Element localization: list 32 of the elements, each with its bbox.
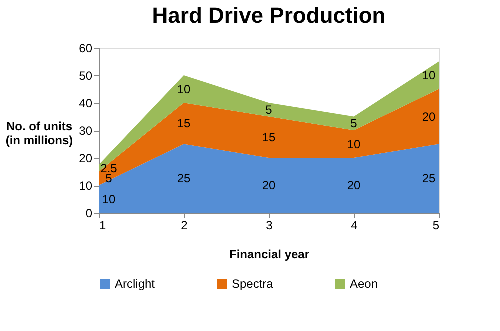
- y-tick-label: 0: [86, 206, 93, 220]
- legend-label: Aeon: [350, 277, 378, 291]
- y-tick-label: 40: [79, 96, 93, 110]
- data-label: 2.5: [100, 161, 118, 176]
- data-label: 10: [422, 68, 436, 82]
- data-label: 25: [177, 172, 191, 186]
- x-tick-label: 5: [432, 218, 440, 232]
- data-label: 10: [177, 82, 191, 96]
- x-tick-label: 3: [266, 218, 274, 232]
- x-tick-label: 2: [181, 218, 188, 232]
- data-label: 20: [422, 110, 436, 124]
- data-label: 5: [266, 102, 273, 117]
- data-label: 25: [422, 172, 436, 186]
- data-label: 10: [347, 137, 361, 152]
- y-tick-label: 60: [79, 42, 93, 56]
- y-axis-title: No. of units (in millions): [6, 120, 74, 148]
- chart-title: Hard Drive Production: [152, 3, 386, 28]
- data-label: 20: [262, 178, 276, 192]
- data-label: 20: [347, 178, 361, 192]
- y-tick-label: 10: [79, 179, 93, 193]
- y-tick-label: 50: [79, 69, 93, 83]
- data-label: 15: [262, 130, 276, 144]
- x-tick-label: 1: [100, 218, 106, 232]
- y-tick-label: 20: [79, 152, 93, 166]
- legend-label: Spectra: [232, 277, 274, 291]
- y-tick-label: 30: [79, 124, 93, 138]
- data-label: 15: [177, 116, 191, 131]
- x-tick-label: 4: [351, 218, 358, 232]
- data-label: 10: [102, 192, 116, 206]
- legend-label: Arclight: [115, 277, 156, 291]
- data-label: 5: [350, 116, 358, 131]
- x-axis-title: Financial year: [229, 248, 310, 262]
